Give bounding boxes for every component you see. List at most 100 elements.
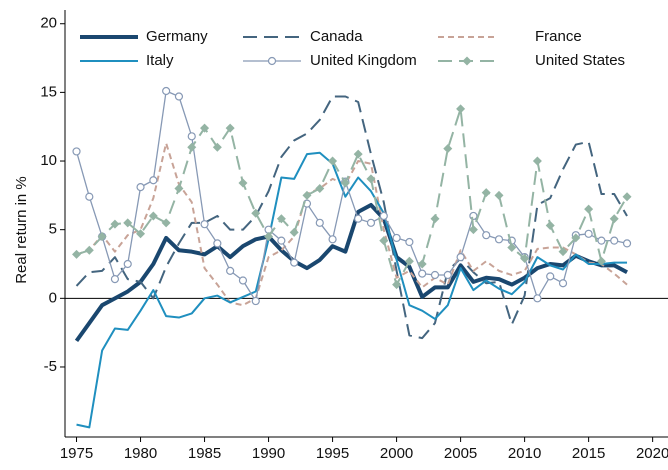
marker bbox=[238, 276, 248, 285]
marker bbox=[340, 178, 350, 188]
marker bbox=[379, 211, 388, 221]
marker bbox=[443, 144, 453, 154]
marker bbox=[85, 192, 94, 201]
marker bbox=[174, 92, 184, 101]
y-tick-label: 15 bbox=[40, 83, 57, 100]
legend-label: Italy bbox=[146, 52, 174, 69]
series-line bbox=[74, 202, 628, 343]
marker bbox=[315, 218, 324, 227]
series-line bbox=[75, 95, 628, 340]
marker bbox=[609, 214, 619, 224]
marker bbox=[161, 218, 171, 228]
marker bbox=[276, 214, 286, 224]
marker bbox=[584, 229, 593, 238]
marker bbox=[174, 183, 184, 193]
marker bbox=[72, 147, 81, 156]
marker bbox=[584, 204, 594, 214]
marker bbox=[149, 176, 158, 185]
y-tick-label: 20 bbox=[40, 15, 57, 32]
marker bbox=[545, 221, 555, 231]
marker bbox=[290, 258, 299, 267]
marker bbox=[328, 156, 338, 166]
marker bbox=[97, 232, 107, 242]
marker bbox=[213, 239, 222, 248]
marker bbox=[494, 190, 504, 200]
marker bbox=[264, 232, 274, 242]
marker bbox=[622, 192, 632, 202]
marker bbox=[148, 211, 158, 221]
marker bbox=[482, 231, 491, 240]
marker bbox=[267, 56, 277, 66]
marker bbox=[366, 174, 376, 184]
x-tick-label: 2005 bbox=[444, 445, 477, 462]
marker bbox=[481, 188, 491, 198]
marker bbox=[187, 142, 197, 152]
marker bbox=[417, 259, 427, 269]
marker bbox=[110, 275, 120, 284]
marker bbox=[251, 296, 260, 306]
marker bbox=[430, 270, 440, 280]
marker bbox=[520, 254, 530, 264]
y-tick-label: 5 bbox=[49, 221, 57, 238]
marker bbox=[212, 142, 222, 152]
marker bbox=[533, 294, 542, 303]
marker bbox=[546, 272, 555, 281]
marker bbox=[443, 270, 452, 280]
marker bbox=[462, 56, 472, 66]
marker bbox=[84, 245, 94, 255]
marker bbox=[277, 236, 286, 245]
marker bbox=[200, 220, 209, 229]
legend-label: United Kingdom bbox=[310, 52, 417, 69]
marker bbox=[405, 237, 414, 247]
y-tick-label: 0 bbox=[49, 289, 57, 306]
marker bbox=[392, 280, 402, 290]
x-tick-label: 2015 bbox=[572, 445, 605, 462]
marker bbox=[596, 256, 606, 266]
x-tick-label: 1980 bbox=[124, 445, 157, 462]
marker bbox=[418, 269, 427, 278]
marker bbox=[328, 235, 337, 244]
marker bbox=[622, 239, 632, 248]
marker bbox=[558, 279, 568, 288]
marker bbox=[404, 256, 414, 266]
marker bbox=[136, 229, 146, 239]
marker bbox=[238, 178, 248, 188]
marker bbox=[597, 236, 606, 245]
marker bbox=[123, 259, 132, 269]
marker bbox=[610, 236, 619, 245]
marker bbox=[302, 190, 312, 200]
marker bbox=[456, 253, 465, 262]
marker bbox=[251, 208, 261, 218]
x-tick-label: 1975 bbox=[60, 445, 93, 462]
marker bbox=[507, 243, 517, 253]
marker bbox=[558, 247, 568, 257]
marker bbox=[494, 235, 504, 244]
marker bbox=[532, 156, 542, 166]
marker bbox=[225, 123, 235, 133]
marker bbox=[289, 227, 299, 237]
x-tick-label: 1990 bbox=[252, 445, 285, 462]
marker bbox=[469, 211, 478, 221]
legend-label: France bbox=[535, 28, 582, 45]
marker bbox=[162, 86, 171, 96]
legend-label: Canada bbox=[310, 28, 363, 45]
marker bbox=[456, 104, 466, 114]
x-tick-label: 2000 bbox=[380, 445, 413, 462]
marker bbox=[110, 219, 120, 229]
marker bbox=[226, 266, 235, 275]
marker bbox=[72, 249, 82, 259]
marker bbox=[136, 183, 145, 192]
series-line bbox=[76, 151, 628, 429]
marker bbox=[468, 225, 478, 235]
x-tick-label: 1985 bbox=[188, 445, 221, 462]
marker bbox=[200, 123, 210, 133]
x-tick-label: 1995 bbox=[316, 445, 349, 462]
y-tick-label: 10 bbox=[40, 152, 57, 169]
marker bbox=[353, 149, 363, 159]
legend-label: Germany bbox=[146, 28, 208, 45]
x-tick-label: 2010 bbox=[508, 445, 541, 462]
y-axis-label: Real return in % bbox=[13, 176, 30, 284]
marker bbox=[571, 233, 581, 243]
legend-label: United States bbox=[535, 52, 625, 69]
